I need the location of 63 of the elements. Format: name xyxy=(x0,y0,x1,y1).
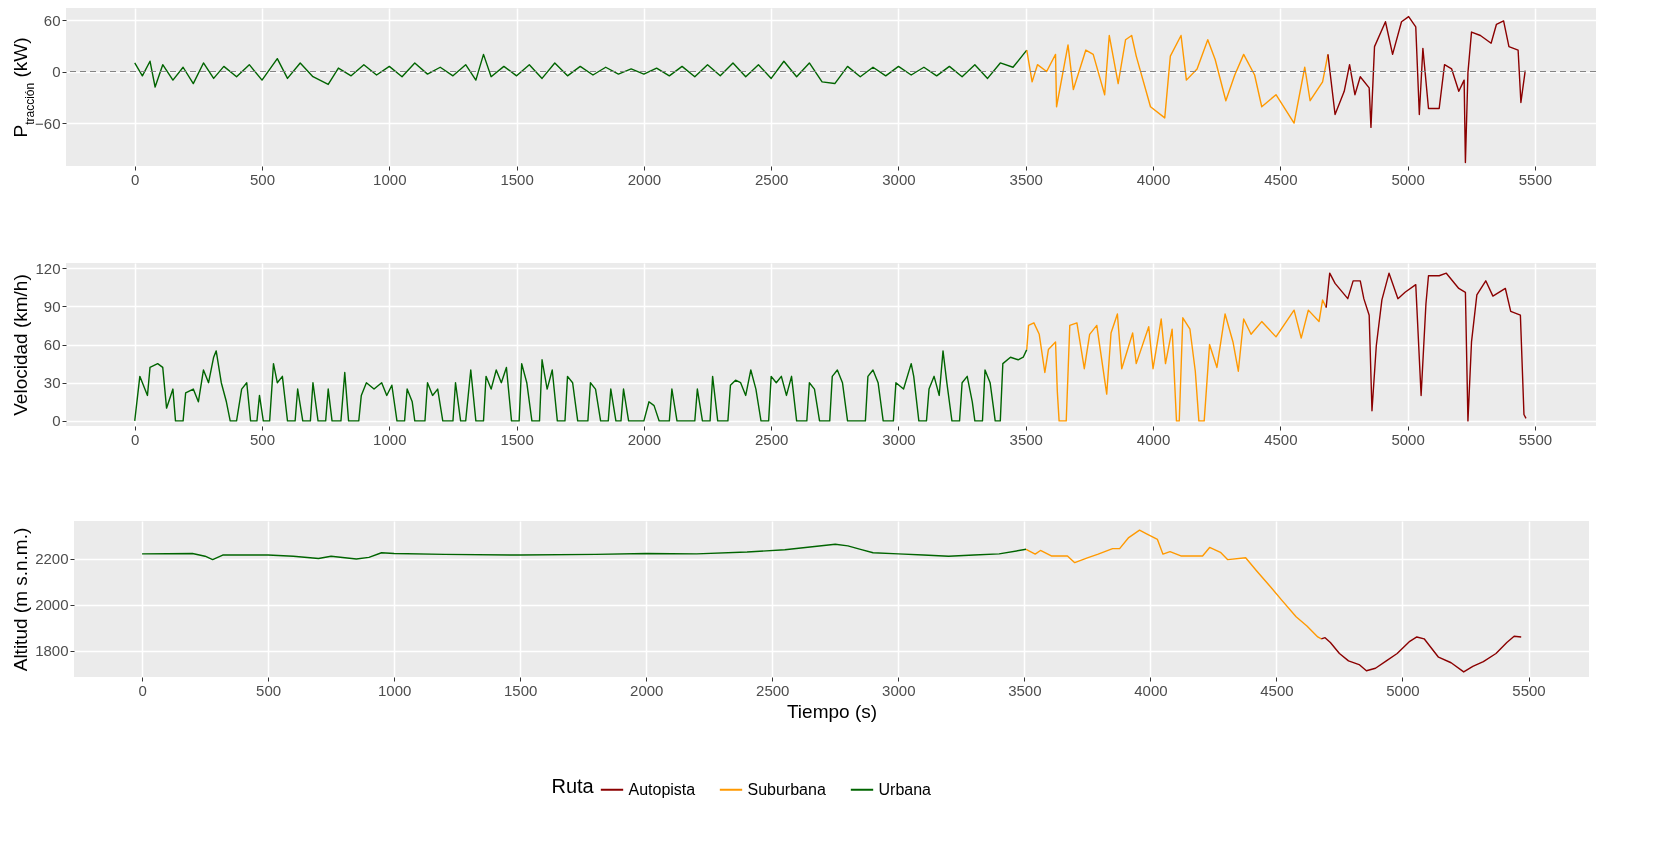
x-tick-label: 1500 xyxy=(500,170,534,188)
x-tick-label: 5500 xyxy=(1512,681,1546,699)
legend-label: Urbana xyxy=(878,780,932,798)
line-series xyxy=(141,543,1027,561)
line-series xyxy=(1320,635,1522,673)
y-tick-label: 90 xyxy=(43,297,61,315)
x-tick-label: 5000 xyxy=(1391,430,1425,448)
x-tick-label: 500 xyxy=(250,430,276,448)
x-tick-label: 1000 xyxy=(373,430,407,448)
x-tick-label: 4000 xyxy=(1134,681,1168,699)
y-tick-label: −60 xyxy=(35,114,61,132)
x-tick-label: 3000 xyxy=(882,430,916,448)
y-tick-label: 60 xyxy=(43,336,61,353)
x-tick-label: 3500 xyxy=(1009,430,1043,448)
x-tick-label: 3500 xyxy=(1009,170,1043,188)
x-tick-label: 2000 xyxy=(627,430,662,448)
x-tick-label: 5000 xyxy=(1386,681,1420,699)
line-series xyxy=(1325,272,1527,422)
y-tick-label: 2000 xyxy=(35,596,69,614)
y-tick-label: 0 xyxy=(52,63,61,81)
line-series xyxy=(1025,529,1322,640)
y-tick-label: 2200 xyxy=(35,550,69,567)
x-tick-label: 1000 xyxy=(373,170,407,188)
y-tick-label: 120 xyxy=(35,259,61,277)
x-tick-label: 0 xyxy=(131,170,140,188)
y-axis-title: Velocidad (km/h) xyxy=(10,274,32,416)
x-tick-label: 500 xyxy=(250,170,276,188)
x-tick-label: 4500 xyxy=(1264,170,1298,188)
x-tick-label: 3000 xyxy=(882,170,916,188)
legend-label: Autopista xyxy=(628,780,696,798)
x-tick-label: 4500 xyxy=(1264,430,1298,448)
x-tick-label: 4500 xyxy=(1260,681,1294,699)
x-tick-label: 4000 xyxy=(1136,430,1171,448)
line-series xyxy=(1026,34,1329,124)
x-tick-label: 0 xyxy=(138,681,147,699)
x-tick-label: 1500 xyxy=(503,681,538,699)
line-series xyxy=(1327,15,1526,164)
y-tick-label: 30 xyxy=(43,374,61,392)
y-tick-label: 0 xyxy=(52,412,61,430)
line-series xyxy=(134,348,1028,422)
x-tick-label: 0 xyxy=(131,430,140,448)
line-series xyxy=(1026,299,1327,422)
legend-title: Ruta xyxy=(551,775,595,797)
x-tick-label: 5500 xyxy=(1518,170,1553,188)
x-tick-label: 3000 xyxy=(882,681,916,699)
x-tick-label: 5500 xyxy=(1518,430,1553,448)
x-tick-label: 1500 xyxy=(500,430,534,448)
x-tick-label: 2500 xyxy=(754,430,789,448)
x-tick-label: 2500 xyxy=(756,681,790,699)
y-tick-label: 60 xyxy=(43,11,61,29)
line-series xyxy=(134,49,1028,88)
y-tick-label: 1800 xyxy=(35,642,69,660)
y-axis-title: Altitud (m s.n.m.) xyxy=(10,527,32,672)
x-tick-label: 4000 xyxy=(1136,170,1171,188)
x-tick-label: 2500 xyxy=(754,170,789,188)
x-tick-label: 500 xyxy=(256,681,282,699)
x-tick-label: 2000 xyxy=(630,681,664,699)
x-tick-label: 2000 xyxy=(627,170,662,188)
legend-label: Suburbana xyxy=(747,780,826,798)
x-tick-label: 3500 xyxy=(1008,681,1042,699)
x-tick-label: 5000 xyxy=(1391,170,1425,188)
x-tick-label: 1000 xyxy=(377,681,412,699)
x-axis-title: Tiempo (s) xyxy=(786,700,878,722)
